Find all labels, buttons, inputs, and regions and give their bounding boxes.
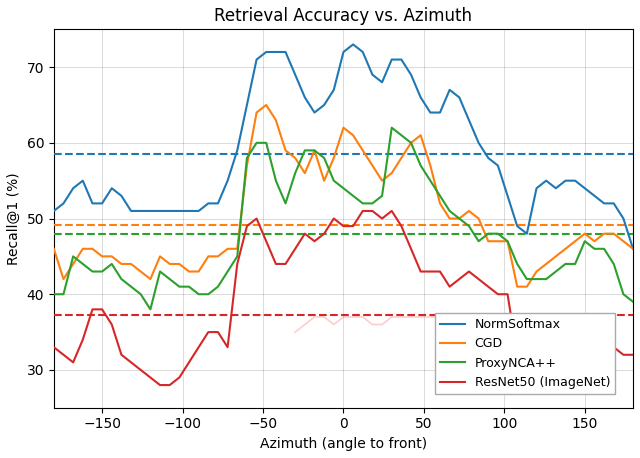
Legend: NormSoftmax, CGD, ProxyNCA++, ResNet50 (ImageNet): NormSoftmax, CGD, ProxyNCA++, ResNet50 (… [435, 313, 615, 394]
Title: Retrieval Accuracy vs. Azimuth: Retrieval Accuracy vs. Azimuth [214, 7, 472, 25]
Y-axis label: Recall@1 (%): Recall@1 (%) [7, 172, 21, 265]
X-axis label: Azimuth (angle to front): Azimuth (angle to front) [260, 437, 427, 451]
